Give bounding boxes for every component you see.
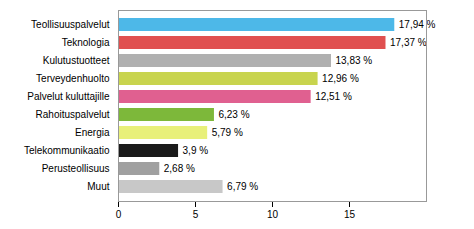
svg-text:12,96 %: 12,96 %	[322, 73, 359, 84]
svg-text:15: 15	[344, 209, 356, 220]
svg-text:Energia: Energia	[75, 127, 110, 138]
svg-text:Teollisuuspalvelut: Teollisuuspalvelut	[31, 19, 110, 30]
svg-text:2,68 %: 2,68 %	[164, 163, 195, 174]
svg-text:10: 10	[267, 209, 279, 220]
svg-text:Muut: Muut	[87, 181, 109, 192]
svg-text:0: 0	[116, 209, 122, 220]
svg-text:Rahoituspalvelut: Rahoituspalvelut	[36, 109, 110, 120]
svg-text:Palvelut kuluttajille: Palvelut kuluttajille	[27, 91, 110, 102]
svg-text:Kulutustuotteet: Kulutustuotteet	[43, 55, 110, 66]
svg-text:5: 5	[193, 209, 199, 220]
svg-text:Telekommunikaatio: Telekommunikaatio	[24, 145, 110, 156]
svg-text:Perusteollisuus: Perusteollisuus	[42, 163, 110, 174]
svg-text:17,94 %: 17,94 %	[399, 19, 436, 30]
svg-text:6,23 %: 6,23 %	[218, 109, 249, 120]
svg-text:17,37 %: 17,37 %	[390, 37, 427, 48]
svg-text:Teknologia: Teknologia	[62, 37, 110, 48]
svg-text:5,79 %: 5,79 %	[212, 127, 243, 138]
svg-text:13,83 %: 13,83 %	[335, 55, 372, 66]
svg-text:3,9 %: 3,9 %	[183, 145, 209, 156]
svg-text:6,79 %: 6,79 %	[227, 181, 258, 192]
svg-text:12,51 %: 12,51 %	[315, 91, 352, 102]
svg-text:Terveydenhuolto: Terveydenhuolto	[36, 73, 110, 84]
